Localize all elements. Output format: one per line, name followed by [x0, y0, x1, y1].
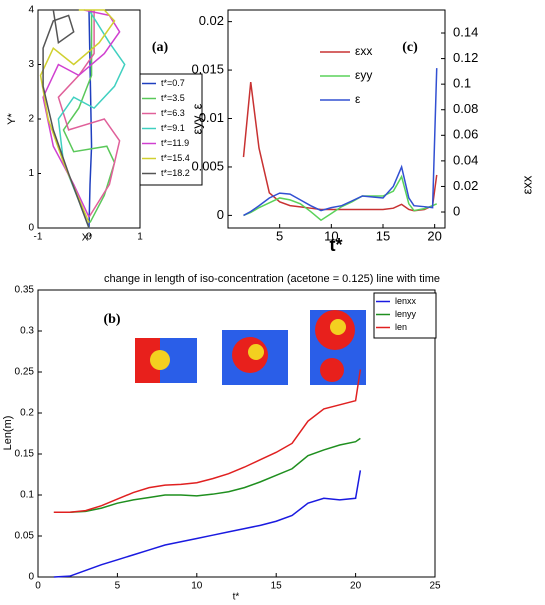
chart-title: change in length of iso-concentration (a…: [104, 273, 440, 285]
legend-label: t*=0.7: [161, 78, 185, 88]
legend-label: t*=15.4: [161, 153, 190, 163]
x-axis-label: X*: [82, 233, 93, 244]
y2-tick-label: 0: [453, 203, 460, 218]
legend-box: [373, 292, 437, 339]
data-line: [62, 10, 116, 223]
x-tick-label: 5: [276, 228, 283, 243]
y-tick-label: 0: [28, 572, 34, 583]
y-tick-label: 0.35: [15, 285, 35, 296]
data-line: [39, 9, 116, 223]
y2-tick-label: 0.02: [453, 178, 478, 193]
x-tick-label: 10: [191, 581, 203, 592]
y2-tick-label: 0.1: [453, 76, 471, 91]
data-line: [57, 10, 121, 218]
legend-label: t*=6.3: [161, 108, 185, 118]
y-tick-label: 0.05: [15, 531, 35, 542]
y-tick-label: 0.25: [15, 367, 35, 378]
y-tick-label: 0.015: [191, 62, 224, 77]
y2-tick-label: 0.06: [453, 127, 478, 142]
data-line: [53, 369, 362, 513]
y-tick-label: 0.02: [199, 13, 224, 28]
x-tick-label: 15: [271, 581, 283, 592]
x-tick-label: 0: [86, 232, 92, 243]
y-tick-label: 0: [28, 223, 34, 234]
data-line: [243, 68, 438, 217]
y-tick-label: 0: [217, 207, 224, 222]
legend-label: lenyy: [395, 309, 417, 319]
y2-tick-label: 0.14: [453, 24, 478, 39]
x-axis-label: t*: [330, 235, 343, 255]
data-line: [53, 470, 362, 578]
x-tick-label: 15: [376, 228, 390, 243]
x-tick-label: -1: [34, 232, 43, 243]
legend-label: ε: [355, 92, 361, 106]
data-line: [53, 437, 361, 513]
y-tick-label: 0.1: [20, 490, 34, 501]
data-line: [42, 9, 90, 229]
inset: [320, 358, 344, 382]
y-tick-label: 3: [28, 59, 34, 70]
y2-tick-label: 0.08: [453, 101, 478, 116]
inset-images: [135, 310, 366, 385]
x-tick-label: 0: [35, 581, 41, 592]
y2-axis-label: εxx: [519, 175, 534, 194]
y-tick-label: 0.3: [20, 326, 34, 337]
legend-label: t*=18.2: [161, 168, 190, 178]
y-tick-label: 4: [28, 5, 34, 16]
x-tick-label: 25: [429, 581, 441, 592]
data-line: [243, 174, 438, 222]
x-axis-label: t*: [233, 592, 240, 603]
y-tick-label: 0.01: [199, 110, 224, 125]
panel-label: (b): [103, 312, 120, 327]
inset: [248, 344, 264, 360]
inset: [150, 350, 170, 370]
y-axis-label: εyy, ε: [189, 103, 204, 134]
y-tick-label: 0.2: [20, 408, 34, 419]
x-tick-label: 5: [115, 581, 121, 592]
panel-label: (c): [402, 40, 418, 55]
data-line: [242, 82, 438, 212]
legend-box: [139, 73, 203, 186]
panel-label: (a): [152, 40, 169, 55]
y-tick-label: 2: [28, 114, 34, 125]
legend-label: lenxx: [395, 296, 417, 306]
y2-tick-label: 0.12: [453, 50, 478, 65]
x-tick-label: 1: [137, 232, 143, 243]
legend-label: εyy: [355, 68, 372, 82]
legend-label: t*=3.5: [161, 93, 185, 103]
data-line: [42, 9, 121, 218]
plot-frame: [37, 289, 436, 578]
data-line: [88, 9, 93, 229]
x-tick-label: 10: [324, 228, 338, 243]
y-axis-label: Len(m): [2, 416, 14, 451]
x-tick-label: 20: [350, 581, 362, 592]
x-tick-label: 20: [427, 228, 441, 243]
legend-label: t*=9.1: [161, 123, 185, 133]
y-tick-label: 0.15: [15, 449, 35, 460]
y2-tick-label: 0.04: [453, 152, 478, 167]
inset: [330, 319, 346, 335]
legend-label: εxx: [355, 44, 372, 58]
legend-label: len: [395, 322, 407, 332]
y-axis-label: Y*: [6, 112, 18, 124]
y-tick-label: 0.005: [191, 158, 224, 173]
y-tick-label: 1: [28, 168, 34, 179]
legend-label: t*=11.9: [161, 138, 189, 148]
